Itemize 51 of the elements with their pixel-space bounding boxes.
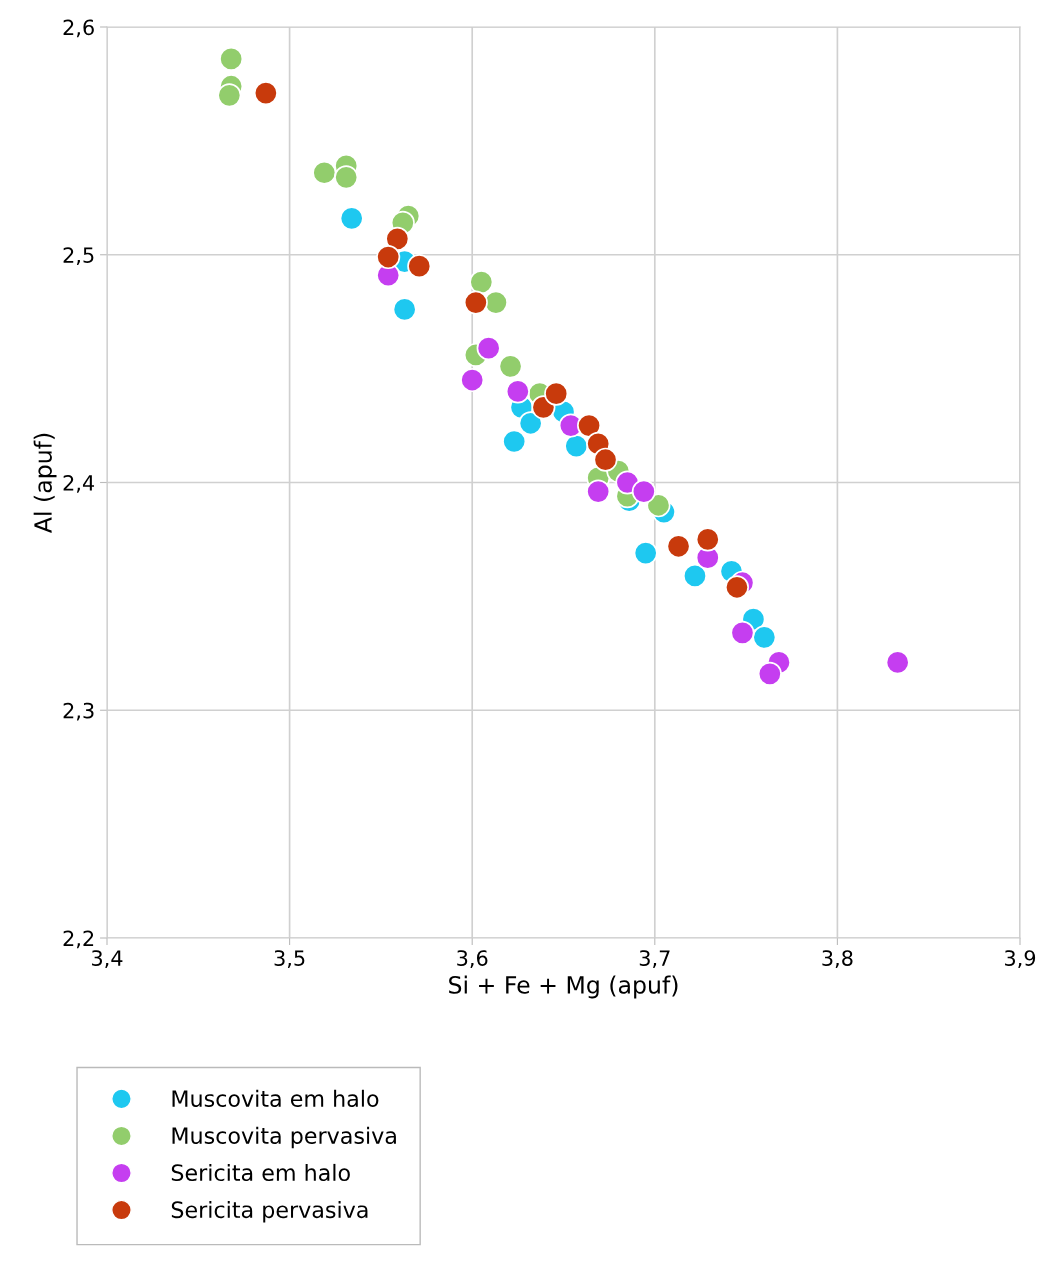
point bbox=[577, 413, 602, 438]
y-tick-label: 2,6 bbox=[63, 19, 94, 38]
point bbox=[666, 534, 691, 559]
point bbox=[312, 160, 337, 185]
point bbox=[502, 429, 527, 454]
point bbox=[695, 527, 720, 552]
point bbox=[217, 83, 242, 108]
point bbox=[334, 165, 359, 190]
legend-label: Sericita em halo bbox=[171, 1163, 350, 1182]
point bbox=[476, 336, 501, 361]
point bbox=[376, 244, 401, 270]
x-tick-label: 3,5 bbox=[274, 950, 305, 969]
point bbox=[757, 661, 782, 686]
point bbox=[752, 625, 777, 650]
point bbox=[463, 290, 488, 315]
point bbox=[498, 354, 523, 379]
point bbox=[682, 563, 708, 588]
legend-label: Muscovita pervasiva bbox=[172, 1126, 396, 1149]
point bbox=[593, 447, 618, 472]
point bbox=[219, 46, 244, 71]
point bbox=[253, 81, 278, 106]
point bbox=[586, 479, 611, 504]
y-tick-label: 2,2 bbox=[63, 930, 94, 949]
point bbox=[518, 411, 543, 436]
y-tick-label: 2,4 bbox=[63, 474, 95, 493]
point bbox=[505, 379, 530, 404]
x-tick-label: 3,7 bbox=[639, 950, 670, 969]
point bbox=[392, 297, 417, 322]
y-tick-label: 2,5 bbox=[63, 247, 94, 266]
point bbox=[339, 206, 364, 231]
point bbox=[885, 650, 910, 675]
point bbox=[564, 434, 589, 459]
x-tick-label: 3,8 bbox=[822, 950, 853, 969]
point bbox=[469, 270, 494, 295]
point bbox=[385, 226, 410, 251]
x-tick-label: 3,6 bbox=[457, 950, 488, 969]
y-tick-label: 2,3 bbox=[63, 702, 94, 721]
point bbox=[730, 620, 755, 645]
x-tick-label: 3,4 bbox=[92, 950, 123, 969]
legend-label: Sericita pervasiva bbox=[171, 1200, 368, 1223]
point bbox=[631, 479, 656, 504]
point bbox=[544, 381, 569, 406]
x-tick-label: 3,9 bbox=[1005, 950, 1036, 969]
point bbox=[633, 541, 658, 566]
legend-label: Muscovita em halo bbox=[172, 1089, 379, 1107]
point bbox=[646, 493, 671, 518]
point bbox=[724, 575, 750, 600]
y-axis-title: Al (apuf) bbox=[33, 433, 57, 533]
x-axis-title: Si + Fe + Mg (apuf) bbox=[449, 975, 678, 999]
point bbox=[460, 367, 485, 393]
point bbox=[407, 254, 432, 279]
